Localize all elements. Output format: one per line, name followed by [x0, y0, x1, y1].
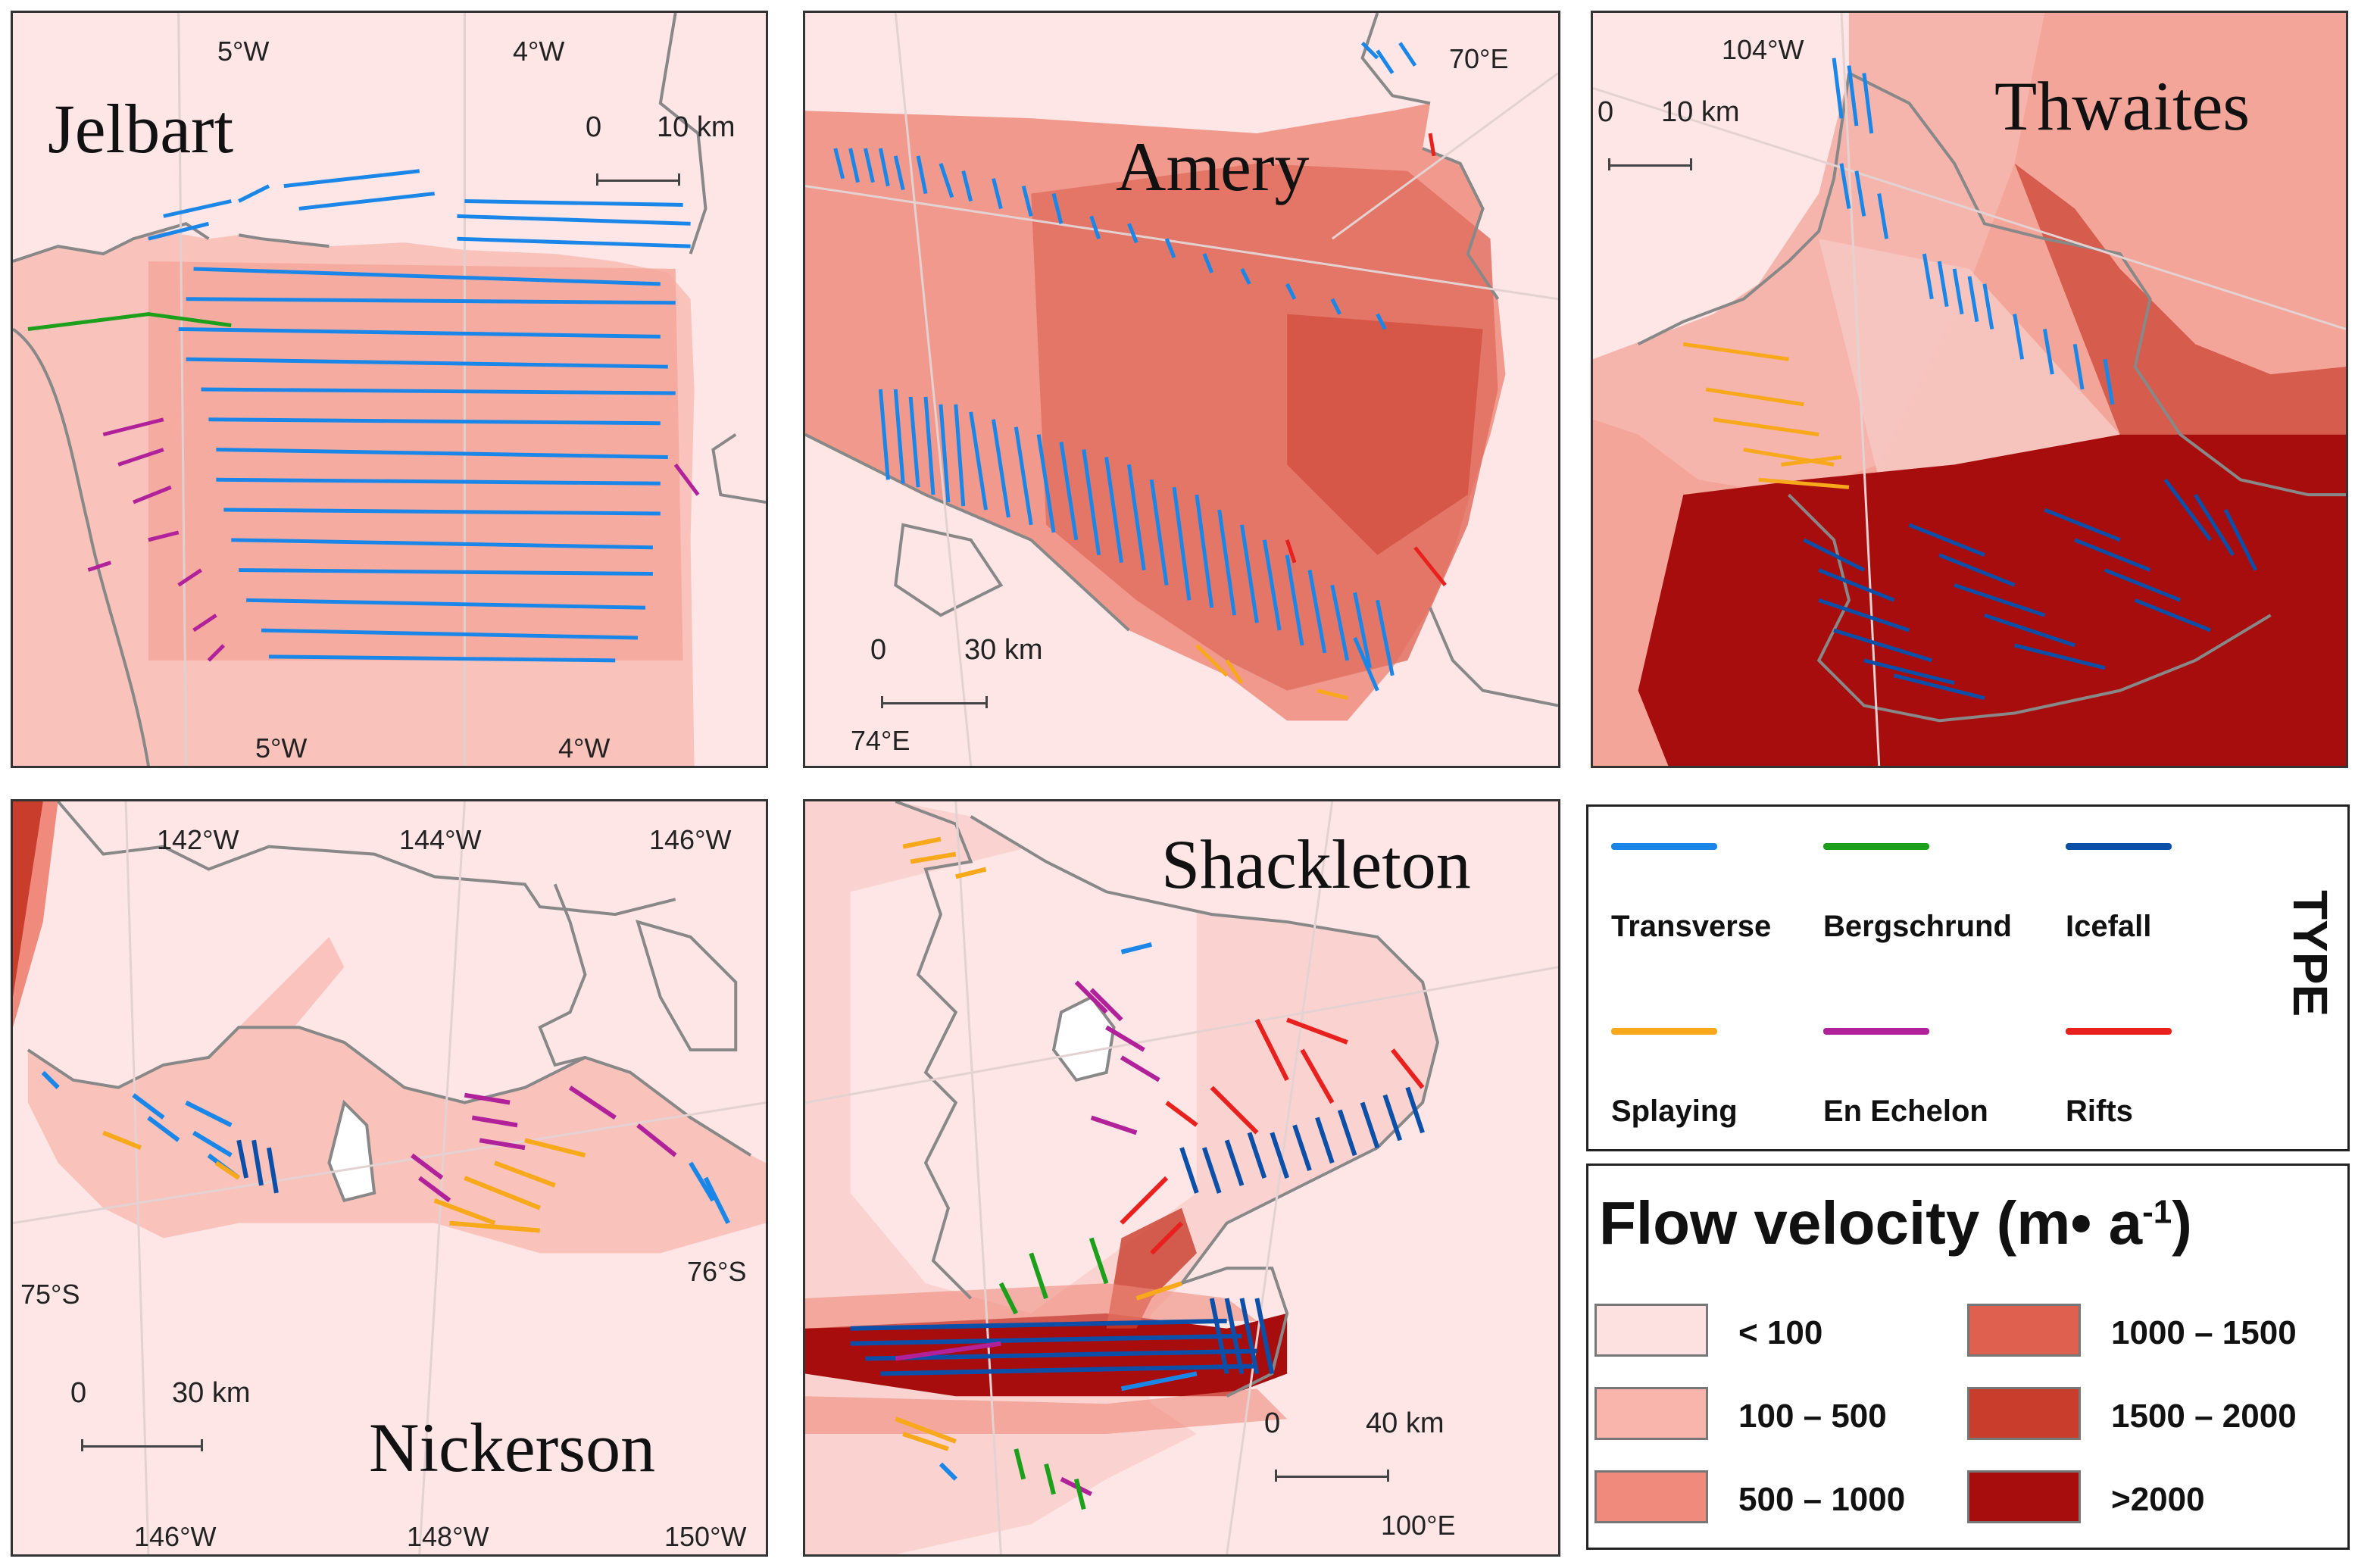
legend-label: Transverse [1611, 910, 1772, 943]
velocity-swatch [1594, 1304, 1708, 1357]
legend-swatch [1611, 843, 1717, 850]
tick-label: 5°W [217, 36, 270, 67]
panel-shackleton: Shackleton 100°E 0 40 km [803, 799, 1560, 1557]
legend-label: En Echelon [1823, 1095, 1988, 1128]
shackleton-en-echelon [895, 980, 1160, 1497]
scale-bar-label: 10 km [1661, 96, 1740, 128]
velocity-label: 100 – 500 [1738, 1398, 1887, 1435]
legend-velocity-title: Flow velocity (m• a-1) [1599, 1188, 2192, 1258]
tick-label: 4°W [558, 732, 611, 764]
amery-splaying [1195, 644, 1348, 700]
legend-swatch [2066, 1028, 2172, 1035]
tick-label: 4°W [513, 36, 565, 67]
tick-label: 146°W [649, 824, 732, 855]
panel-title-amery: Amery [1116, 128, 1310, 205]
jelbart-en-echelon [87, 417, 700, 662]
amery-transverse-crevasses [833, 42, 1417, 692]
tick-label: 144°W [399, 824, 482, 855]
velocity-label: 500 – 1000 [1738, 1481, 1906, 1518]
panel-title-nickerson: Nickerson [369, 1409, 656, 1486]
velocity-label: >2000 [2111, 1481, 2205, 1518]
legend-type-title: TYPE [2283, 890, 2338, 1017]
tick-label: 75°S [20, 1279, 80, 1310]
legend-label: Rifts [2066, 1095, 2133, 1128]
nickerson-map [13, 801, 766, 1554]
velocity-swatch [1594, 1387, 1708, 1440]
velocity-swatch [1594, 1470, 1708, 1523]
tick-label: 5°W [255, 732, 308, 764]
tick-label: 104°W [1722, 34, 1804, 65]
scale-bar-label: 30 km [964, 634, 1043, 666]
nickerson-transverse-crevasses [41, 1070, 730, 1224]
velocity-label: < 100 [1738, 1314, 1823, 1351]
tick-label: 76°S [687, 1256, 747, 1287]
panel-title-shackleton: Shackleton [1161, 826, 1471, 903]
velocity-label: 1500 – 2000 [2111, 1398, 2297, 1435]
legend-label: Splaying [1611, 1095, 1738, 1128]
legend-velocity-title-sup: -1 [2142, 1193, 2172, 1231]
tick-label: 74°E [851, 725, 910, 756]
scale-bar-zero: 0 [1264, 1407, 1281, 1439]
shackleton-bergschrund [998, 1237, 1109, 1510]
scale-bar-label: 40 km [1366, 1407, 1445, 1439]
legend-swatch [1611, 1028, 1717, 1035]
scale-bar-label: 10 km [657, 111, 736, 143]
tick-label: 150°W [664, 1521, 747, 1552]
scale-bar-zero: 0 [586, 111, 602, 143]
legend-flow-velocity: Flow velocity (m• a-1) < 100 100 – 500 5… [1586, 1164, 2350, 1550]
thwaites-splaying [1682, 342, 1850, 489]
velocity-label: 1000 – 1500 [2111, 1314, 2297, 1351]
thwaites-map [1593, 13, 2346, 766]
shackleton-transverse-crevasses [939, 942, 1198, 1481]
panel-jelbart: Jelbart 5°W 4°W 5°W 4°W 0 10 km [11, 11, 768, 768]
legend-velocity-title-text: Flow velocity (m• a [1599, 1189, 2143, 1257]
velocity-swatch [1967, 1304, 2081, 1357]
panel-nickerson: Nickerson 142°W 144°W 146°W 75°S 76°S 14… [11, 799, 768, 1557]
legend-swatch [2066, 843, 2172, 850]
scale-bar-zero: 0 [1598, 96, 1614, 128]
scale-bar-zero: 0 [70, 1377, 87, 1409]
shackleton-splaying [895, 836, 1182, 1451]
velocity-swatch [1967, 1387, 2081, 1440]
legend-swatch [1823, 843, 1929, 850]
tick-label: 70°E [1449, 43, 1509, 74]
legend-label: Bergschrund [1823, 910, 2012, 943]
tick-label: 100°E [1381, 1510, 1456, 1541]
panel-amery: Amery 70°E 74°E 0 30 km [803, 11, 1560, 768]
tick-label: 142°W [157, 824, 239, 855]
scale-bar-label: 30 km [172, 1377, 251, 1409]
nickerson-splaying [102, 1130, 586, 1233]
jelbart-transverse-crevasses [148, 169, 691, 663]
panel-thwaites: Thwaites 104°W 0 10 km [1591, 11, 2348, 768]
thwaites-transverse-crevasses [1832, 58, 2115, 405]
tick-label: 146°W [134, 1521, 217, 1552]
amery-map [805, 13, 1558, 766]
shackleton-rifts [1120, 1017, 1425, 1255]
legend-velocity-title-close: ) [2172, 1189, 2192, 1257]
nickerson-icefall [236, 1139, 279, 1194]
legend-swatch [1823, 1028, 1929, 1035]
scale-bar-zero: 0 [870, 634, 887, 666]
shackleton-icefall [850, 1086, 1425, 1376]
thwaites-icefall [1803, 478, 2257, 700]
nickerson-en-echelon [411, 1085, 677, 1203]
legend-type: Transverse Bergschrund Icefall Splaying … [1586, 804, 2350, 1151]
panel-title-thwaites: Thwaites [1994, 67, 2250, 145]
tick-label: 148°W [407, 1521, 489, 1552]
jelbart-bergschrund [27, 312, 232, 331]
panel-title-jelbart: Jelbart [48, 90, 234, 167]
legend-label: Icefall [2066, 910, 2152, 943]
jelbart-map [13, 13, 766, 766]
velocity-swatch [1967, 1470, 2081, 1523]
shackleton-map [805, 801, 1558, 1554]
amery-rifts [1285, 133, 1447, 586]
